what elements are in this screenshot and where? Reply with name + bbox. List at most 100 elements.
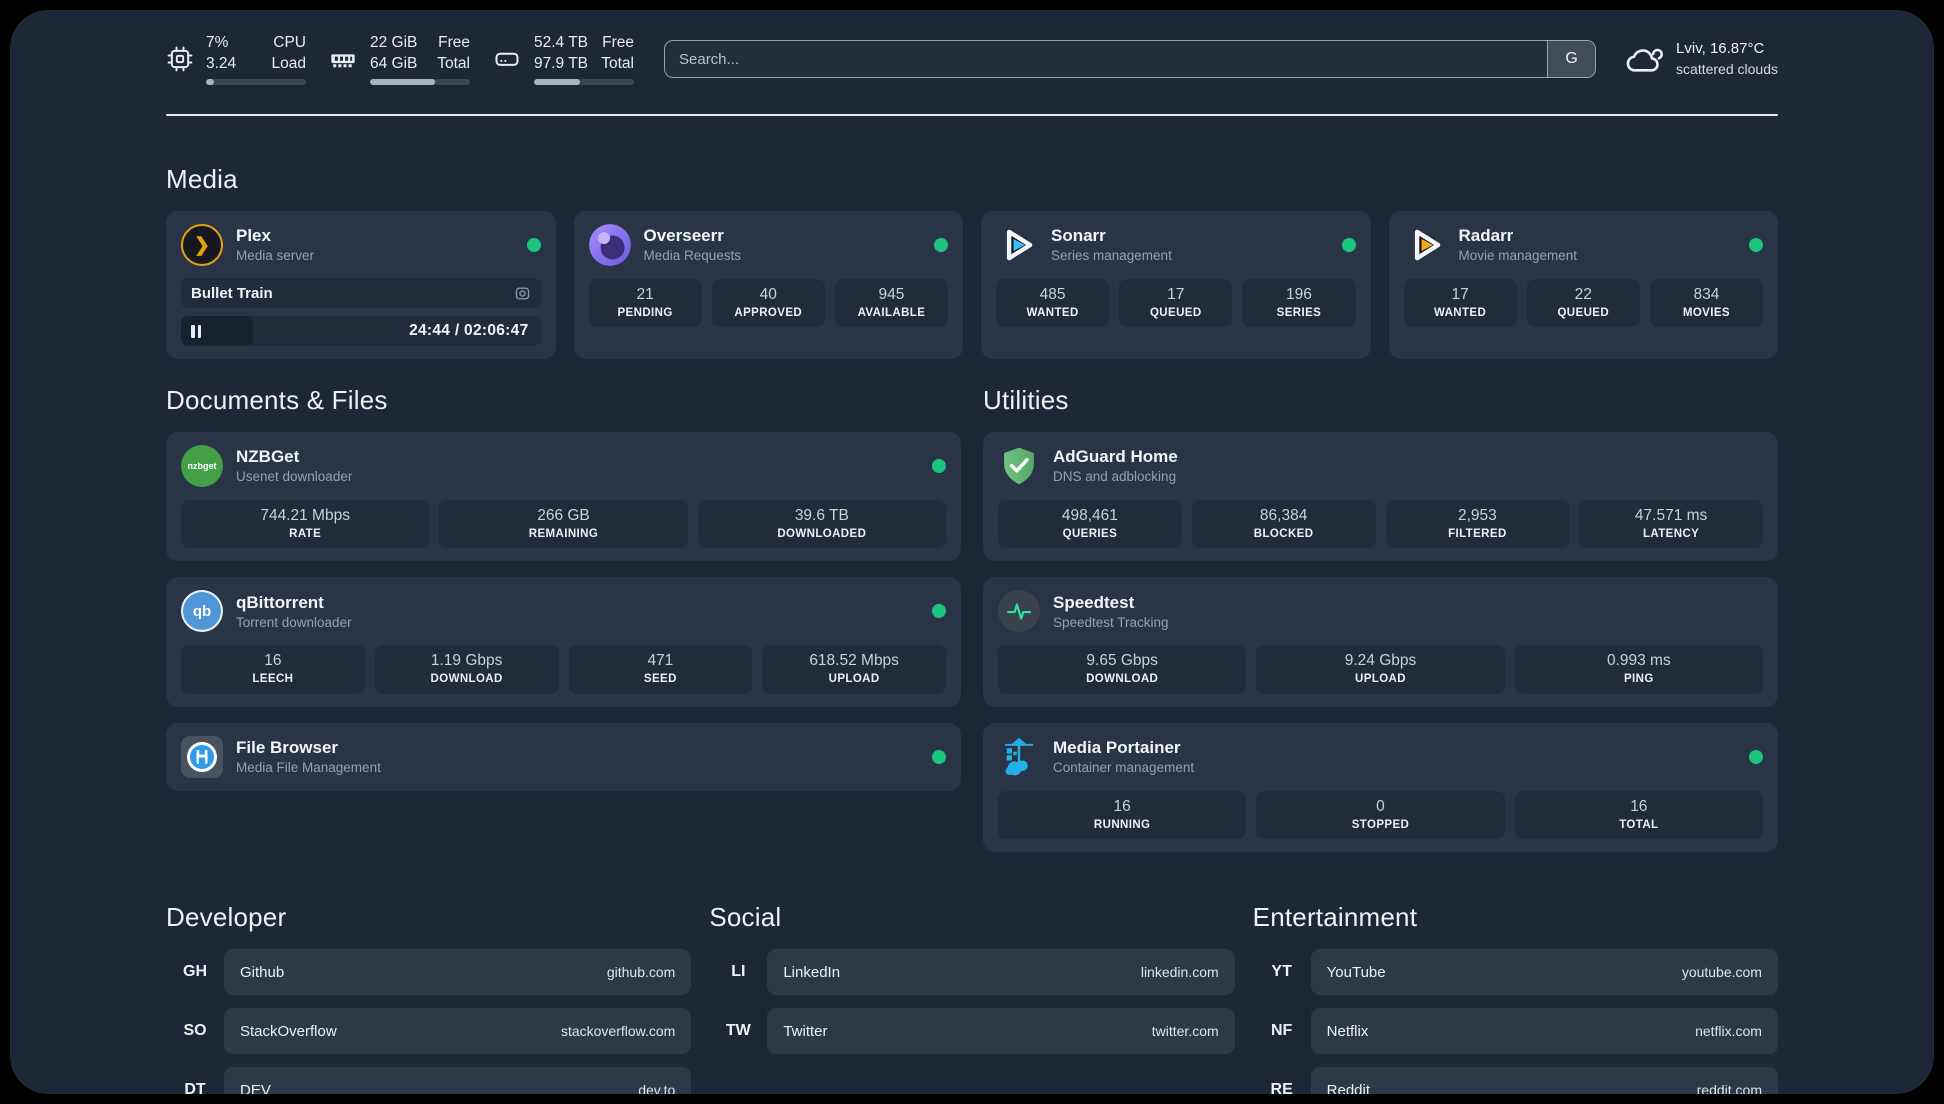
section-entertainment: Entertainment YT YouTube youtube.com NF N… bbox=[1252, 902, 1778, 1094]
portainer-card[interactable]: Media Portainer Container management 16 R… bbox=[983, 722, 1778, 853]
bookmark-url: twitter.com bbox=[1151, 1023, 1219, 1040]
status-dot bbox=[932, 749, 946, 764]
bookmark-name: DEV bbox=[240, 1081, 271, 1094]
nzbget-title: NZBGet bbox=[236, 447, 300, 467]
adguard-card[interactable]: AdGuard Home DNS and adblocking 498,461 Q… bbox=[983, 432, 1778, 562]
filebrowser-subtitle: Media File Management bbox=[236, 760, 381, 776]
social-section-title: Social bbox=[709, 902, 782, 933]
camera-icon[interactable] bbox=[514, 285, 531, 302]
adguard-icon bbox=[1004, 447, 1034, 485]
storage-free-label: Free bbox=[602, 34, 634, 52]
radarr-icon bbox=[1414, 229, 1440, 261]
bookmark-netflix[interactable]: NF Netflix netflix.com bbox=[1252, 1008, 1778, 1055]
stat-latency: 47.571 ms LATENCY bbox=[1579, 500, 1763, 549]
top-bar: 7% 3.24 CPU Load 22 GiB 64 GiB Free Total bbox=[166, 30, 1778, 88]
search-engine-button[interactable]: G bbox=[1547, 41, 1596, 77]
now-playing-title: Bullet Train bbox=[191, 284, 273, 302]
storage-metric: 52.4 TB 97.9 TB Free Total bbox=[492, 33, 634, 85]
stat-queued: 17 QUEUED bbox=[1119, 279, 1233, 328]
bookmark-url: stackoverflow.com bbox=[560, 1023, 676, 1040]
stat-downloaded: 39.6 TB DOWNLOADED bbox=[697, 500, 946, 549]
bookmark-name: StackOverflow bbox=[240, 1022, 337, 1040]
filebrowser-icon bbox=[181, 735, 223, 778]
storage-progress-bar bbox=[534, 78, 634, 85]
plex-title: Plex bbox=[236, 226, 271, 246]
stat-pending: 21 PENDING bbox=[588, 279, 702, 328]
cpu-progress-bar bbox=[206, 78, 306, 85]
stat-series: 196 SERIES bbox=[1242, 279, 1356, 328]
overseerr-subtitle: Media Requests bbox=[643, 248, 742, 264]
memory-free-value: 22 GiB bbox=[370, 34, 418, 52]
stat-leech: 16 LEECH bbox=[181, 645, 365, 694]
cpu-label: CPU bbox=[273, 34, 306, 52]
radarr-card[interactable]: Radarr Movie management 17 WANTED 22 QUEUE… bbox=[1388, 211, 1778, 359]
memory-progress-fill bbox=[370, 78, 435, 85]
section-documents: Documents & Files nzbget NZBGet Usenet d… bbox=[166, 385, 961, 852]
bookmark-abbr: SO bbox=[166, 1008, 224, 1055]
stat-wanted: 485 WANTED bbox=[996, 279, 1110, 328]
radarr-title: Radarr bbox=[1458, 226, 1514, 246]
bookmark-abbr: NF bbox=[1252, 1008, 1311, 1055]
stat-available: 945 AVAILABLE bbox=[834, 279, 949, 328]
bookmark-dev[interactable]: DT DEV dev.to bbox=[166, 1067, 692, 1094]
bookmark-github[interactable]: GH Github github.com bbox=[166, 949, 692, 996]
speedtest-icon bbox=[998, 590, 1040, 633]
stat-running: 16 RUNNING bbox=[998, 790, 1247, 840]
bookmark-abbr: DT bbox=[166, 1067, 224, 1094]
section-social: Social LI LinkedIn linkedin.com TW Twitte… bbox=[709, 902, 1235, 1094]
pause-icon[interactable] bbox=[191, 324, 201, 338]
bookmark-url: netflix.com bbox=[1695, 1023, 1762, 1040]
bookmark-youtube[interactable]: YT YouTube youtube.com bbox=[1252, 949, 1778, 996]
header-divider bbox=[166, 114, 1778, 116]
playback-time: 24:44 / 02:06:47 bbox=[409, 322, 529, 339]
stat-download: 1.19 Gbps DOWNLOAD bbox=[374, 645, 559, 694]
memory-metric: 22 GiB 64 GiB Free Total bbox=[328, 33, 470, 85]
bookmark-name: YouTube bbox=[1326, 963, 1386, 981]
status-dot bbox=[1749, 749, 1763, 764]
stat-download: 9.65 Gbps DOWNLOAD bbox=[998, 645, 1247, 694]
search-input[interactable] bbox=[665, 41, 1548, 77]
bookmark-stackoverflow[interactable]: SO StackOverflow stackoverflow.com bbox=[166, 1008, 692, 1055]
qbittorrent-icon: qb bbox=[181, 590, 223, 633]
sonarr-card[interactable]: Sonarr Series management 485 WANTED 17 QUE… bbox=[981, 211, 1371, 359]
bookmark-url: dev.to bbox=[638, 1082, 676, 1094]
radarr-subtitle: Movie management bbox=[1458, 248, 1578, 264]
storage-progress-fill bbox=[534, 78, 580, 85]
filebrowser-card[interactable]: File Browser Media File Management bbox=[166, 722, 961, 791]
playback-progress-bar[interactable]: 24:44 / 02:06:47 bbox=[181, 316, 541, 346]
ram-icon bbox=[331, 54, 355, 68]
stat-rate: 744.21 Mbps RATE bbox=[181, 500, 430, 549]
entertainment-section-title: Entertainment bbox=[1252, 902, 1418, 933]
utilities-section-title: Utilities bbox=[983, 385, 1069, 415]
plex-icon: ❯ bbox=[181, 224, 223, 266]
cpu-load-label: Load bbox=[271, 54, 306, 72]
bookmark-url: linkedin.com bbox=[1140, 964, 1219, 981]
overseerr-card[interactable]: Overseerr Media Requests 21 PENDING 40 APP… bbox=[573, 211, 963, 359]
cpu-usage-value: 7% bbox=[206, 34, 229, 52]
overseerr-icon bbox=[588, 224, 631, 266]
bookmark-name: Twitter bbox=[783, 1022, 828, 1040]
bookmark-twitter[interactable]: TW Twitter twitter.com bbox=[709, 1008, 1235, 1055]
developer-section-title: Developer bbox=[166, 902, 287, 933]
adguard-subtitle: DNS and adblocking bbox=[1053, 469, 1177, 485]
speedtest-card[interactable]: Speedtest Speedtest Tracking 9.65 Gbps DO… bbox=[983, 577, 1778, 707]
status-dot bbox=[526, 238, 541, 252]
stat-wanted: 17 WANTED bbox=[1403, 279, 1517, 328]
plex-subtitle: Media server bbox=[236, 248, 315, 264]
cpu-load-value: 3.24 bbox=[206, 54, 237, 72]
cpu-icon bbox=[167, 46, 193, 72]
status-dot bbox=[1749, 238, 1763, 252]
storage-total-value: 97.9 TB bbox=[534, 54, 589, 72]
stat-blocked: 86,384 BLOCKED bbox=[1191, 500, 1376, 549]
bookmark-reddit[interactable]: RE Reddit reddit.com bbox=[1252, 1067, 1778, 1094]
nzbget-card[interactable]: nzbget NZBGet Usenet downloader 744.21 M… bbox=[166, 432, 961, 562]
adguard-title: AdGuard Home bbox=[1053, 447, 1178, 467]
qbittorrent-card[interactable]: qb qBittorrent Torrent downloader 16 LEEC… bbox=[166, 577, 961, 707]
bookmark-name: LinkedIn bbox=[783, 963, 841, 981]
plex-card[interactable]: ❯ Plex Media server Bullet Train bbox=[166, 211, 556, 359]
bookmark-linkedin[interactable]: LI LinkedIn linkedin.com bbox=[709, 949, 1235, 996]
bookmark-name: Netflix bbox=[1326, 1022, 1369, 1040]
bookmark-name: Github bbox=[240, 963, 285, 981]
sonarr-title: Sonarr bbox=[1051, 226, 1106, 246]
section-utilities: Utilities AdGuard Home DNS and adblockin… bbox=[983, 385, 1778, 853]
